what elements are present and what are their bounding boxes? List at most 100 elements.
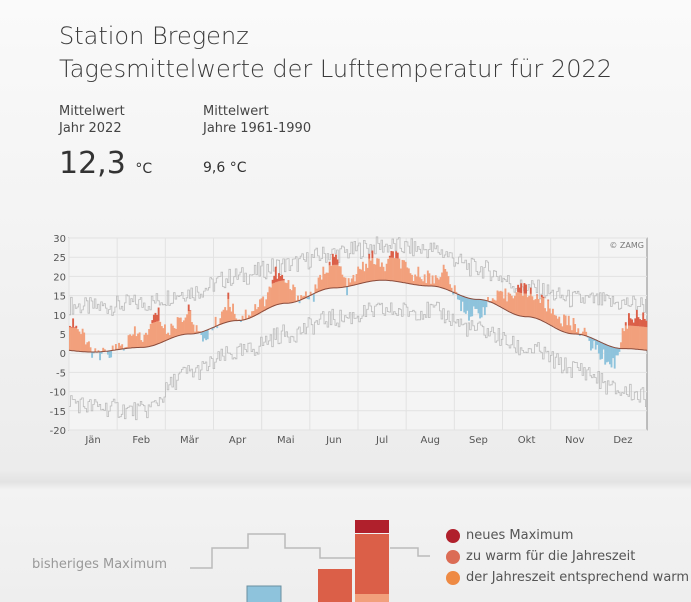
y-tick-label: 10 — [53, 311, 66, 322]
daily-warm-bar — [553, 314, 556, 327]
daily-warm-bar — [323, 273, 326, 290]
daily-warm-bar — [278, 281, 280, 305]
daily-too-warm-bar — [335, 254, 337, 265]
daily-cold-bar — [346, 286, 349, 296]
daily-warm-bar — [434, 275, 437, 287]
legend-item: neues Maximum — [466, 528, 574, 543]
daily-too-warm-bar — [278, 273, 280, 282]
daily-cold-bar — [471, 298, 474, 317]
daily-warm-bar — [146, 334, 149, 348]
daily-too-warm-bar — [536, 294, 539, 296]
daily-warm-bar — [178, 317, 181, 336]
daily-too-warm-bar — [328, 261, 331, 266]
daily-warm-bar — [292, 284, 295, 303]
y-tick-label: 20 — [53, 272, 66, 283]
daily-warm-bar — [227, 298, 230, 323]
daily-warm-bar — [171, 325, 174, 338]
daily-warm-bar — [154, 322, 157, 346]
daily-cold-bar — [308, 296, 311, 300]
daily-warm-bar — [634, 326, 637, 350]
daily-warm-bar — [338, 266, 341, 288]
daily-warm-bar — [517, 292, 520, 316]
daily-warm-bar — [620, 342, 622, 349]
daily-warm-bar — [232, 303, 234, 321]
daily-too-warm-bar — [390, 250, 393, 258]
daily-warm-bar — [494, 300, 497, 305]
daily-warm-bar — [322, 266, 325, 290]
clim-mean-label: Mittelwert Jahre 1961-1990 — [203, 103, 311, 137]
daily-cold-bar — [312, 294, 315, 302]
daily-warm-bar — [569, 325, 572, 334]
daily-warm-bar — [266, 292, 269, 310]
daily-too-warm-bar — [631, 319, 634, 326]
daily-too-warm-bar — [189, 310, 192, 311]
daily-warm-bar — [567, 315, 570, 334]
daily-warm-bar — [404, 261, 407, 283]
daily-warm-bar — [358, 268, 361, 284]
daily-warm-bar — [132, 334, 135, 348]
y-tick-label: -15 — [50, 407, 66, 418]
daily-warm-bar — [255, 309, 258, 316]
daily-cold-bar — [589, 337, 592, 351]
daily-warm-bar — [94, 348, 97, 353]
daily-cold-bar — [483, 299, 486, 316]
daily-warm-bar — [187, 310, 190, 335]
new-max-dot-icon — [446, 529, 460, 543]
daily-warm-bar — [349, 282, 352, 287]
daily-warm-bar — [300, 295, 303, 301]
daily-warm-bar — [238, 319, 241, 321]
value: 12,3 — [59, 146, 126, 181]
prev-max-label: bisheriges Maximum — [32, 557, 168, 572]
daily-warm-bar — [363, 271, 366, 283]
record-max-line — [69, 236, 647, 316]
daily-warm-bar — [88, 341, 90, 352]
daily-warm-bar — [121, 344, 124, 350]
daily-warm-bar — [513, 295, 516, 314]
daily-warm-bar — [175, 328, 177, 337]
daily-warm-bar — [445, 271, 448, 290]
daily-warm-bar — [531, 296, 534, 318]
daily-cold-bar — [475, 299, 478, 309]
legend-bar-too-warm — [318, 569, 352, 602]
daily-warm-bar — [496, 290, 499, 305]
daily-warm-bar — [114, 344, 117, 351]
daily-cold-bar — [601, 342, 603, 359]
daily-warm-bar — [195, 325, 198, 334]
daily-warm-bar — [241, 315, 244, 321]
daily-cold-bar — [468, 297, 470, 321]
daily-warm-bar — [642, 326, 645, 350]
label-line: Mittelwert — [59, 104, 125, 119]
daily-warm-bar — [160, 326, 163, 343]
daily-too-warm-bar — [187, 304, 190, 311]
daily-cold-bar — [240, 320, 242, 322]
daily-warm-bar — [490, 300, 493, 302]
daily-too-warm-bar — [634, 318, 637, 327]
daily-cold-bar — [203, 331, 206, 339]
daily-warm-bar — [528, 295, 531, 317]
daily-too-warm-bar — [336, 259, 339, 265]
daily-warm-bar — [574, 324, 577, 334]
daily-too-warm-bar — [156, 314, 158, 322]
daily-cold-bar — [92, 352, 95, 354]
month-tick-label: Mär — [180, 435, 200, 446]
daily-warm-bar — [333, 264, 336, 288]
daily-warm-bar — [301, 296, 304, 300]
daily-warm-bar — [70, 327, 73, 351]
daily-warm-bar — [580, 333, 583, 335]
daily-warm-bar — [89, 347, 92, 353]
daily-warm-bar — [357, 266, 360, 285]
daily-warm-bar — [499, 290, 502, 307]
daily-cold-bar — [482, 299, 485, 308]
y-tick-label: -5 — [56, 368, 66, 379]
daily-too-warm-bar — [395, 251, 398, 259]
daily-warm-bar — [529, 293, 532, 317]
daily-warm-bar — [577, 328, 580, 335]
month-tick-label: Mai — [277, 435, 295, 446]
daily-warm-bar — [336, 264, 339, 288]
daily-warm-bar — [143, 334, 146, 348]
daily-warm-bar — [631, 325, 634, 349]
daily-cold-bar — [605, 344, 608, 363]
daily-warm-bar — [135, 336, 138, 348]
month-tick-label: Nov — [565, 435, 585, 446]
